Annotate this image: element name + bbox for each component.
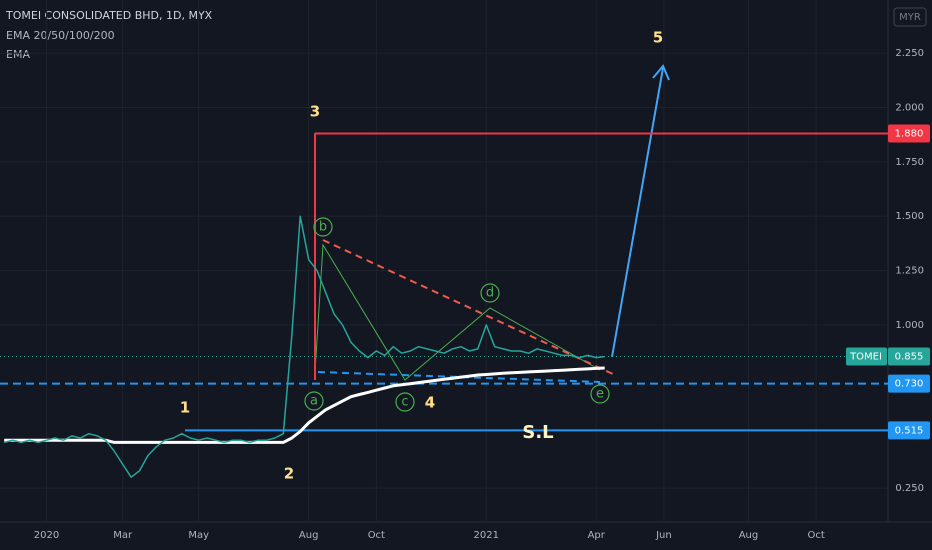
price-label: 1.880 xyxy=(895,129,924,140)
wave-circle xyxy=(304,391,324,411)
wave-circle xyxy=(590,384,610,404)
x-tick-label: Apr xyxy=(588,530,606,541)
wave-letter: b xyxy=(319,220,327,235)
currency[interactable]: MYR xyxy=(899,12,921,23)
price-label-box xyxy=(888,374,930,393)
y-tick-label: 2.250 xyxy=(895,48,924,59)
drawings xyxy=(314,64,670,383)
price-label-box xyxy=(888,124,930,143)
currency-box[interactable] xyxy=(893,7,927,27)
price-label-box xyxy=(888,347,930,366)
arrow-head xyxy=(652,64,670,81)
trend-line xyxy=(322,239,616,376)
indicator-label: EMA 20/50/100/200 xyxy=(6,29,115,42)
price-label: 0.515 xyxy=(895,425,924,436)
x-tick-label: 2021 xyxy=(474,530,499,541)
price-label: 0.730 xyxy=(895,379,924,390)
symbol-label: TOMEI xyxy=(849,351,882,362)
x-tick-label: May xyxy=(188,530,209,541)
x-tick-label: 2020 xyxy=(34,530,59,541)
wave-circle xyxy=(480,283,500,303)
wave-number: 2 xyxy=(284,465,294,483)
wave-letter: a xyxy=(310,394,318,409)
x-tick-label: Oct xyxy=(807,530,824,541)
x-tick-label: Jun xyxy=(655,530,672,541)
wave-number: 1 xyxy=(180,399,190,417)
wave-lines xyxy=(314,243,601,381)
wave-number: 5 xyxy=(653,29,663,47)
y-tick-label: 0.250 xyxy=(895,483,924,494)
wave-letter: e xyxy=(596,387,604,402)
x-tick-label: Oct xyxy=(368,530,385,541)
y-tick-label: 1.250 xyxy=(895,266,924,277)
wave-number: 4 xyxy=(425,394,435,412)
x-tick-label: Aug xyxy=(299,530,319,541)
y-tick-label: 1.500 xyxy=(895,211,924,222)
price-label-box xyxy=(888,421,930,440)
y-tick-label: 1.000 xyxy=(895,320,924,331)
wave-number: S.L xyxy=(522,422,553,443)
arrow xyxy=(611,67,664,358)
wave-number: 3 xyxy=(310,103,320,121)
wave-letter: d xyxy=(486,286,494,301)
y-tick-label: 1.750 xyxy=(895,157,924,168)
indicator-label: EMA xyxy=(6,48,30,61)
y-tick-label: 2.000 xyxy=(895,102,924,113)
wave-circle xyxy=(395,392,415,412)
wave-circle xyxy=(313,217,333,237)
chart-title: TOMEI CONSOLIDATED BHD, 1D, MYX xyxy=(5,9,213,22)
series-line xyxy=(4,215,605,478)
x-tick-label: Mar xyxy=(113,530,133,541)
symbol-box xyxy=(846,347,887,366)
x-tick-label: Aug xyxy=(739,530,759,541)
wave-letter: c xyxy=(401,395,408,410)
price-label: 0.855 xyxy=(895,351,924,362)
